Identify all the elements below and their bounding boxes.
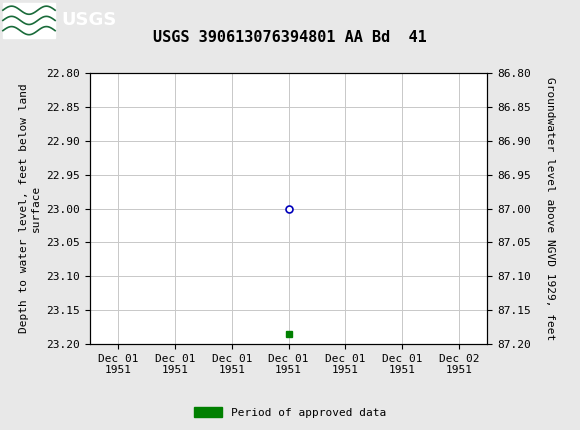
Y-axis label: Groundwater level above NGVD 1929, feet: Groundwater level above NGVD 1929, feet bbox=[545, 77, 554, 340]
Y-axis label: Depth to water level, feet below land
surface: Depth to water level, feet below land su… bbox=[19, 84, 41, 333]
Legend: Period of approved data: Period of approved data bbox=[190, 403, 390, 422]
Text: USGS 390613076394801 AA Bd  41: USGS 390613076394801 AA Bd 41 bbox=[153, 30, 427, 45]
FancyBboxPatch shape bbox=[3, 3, 55, 37]
Text: USGS: USGS bbox=[61, 12, 116, 29]
